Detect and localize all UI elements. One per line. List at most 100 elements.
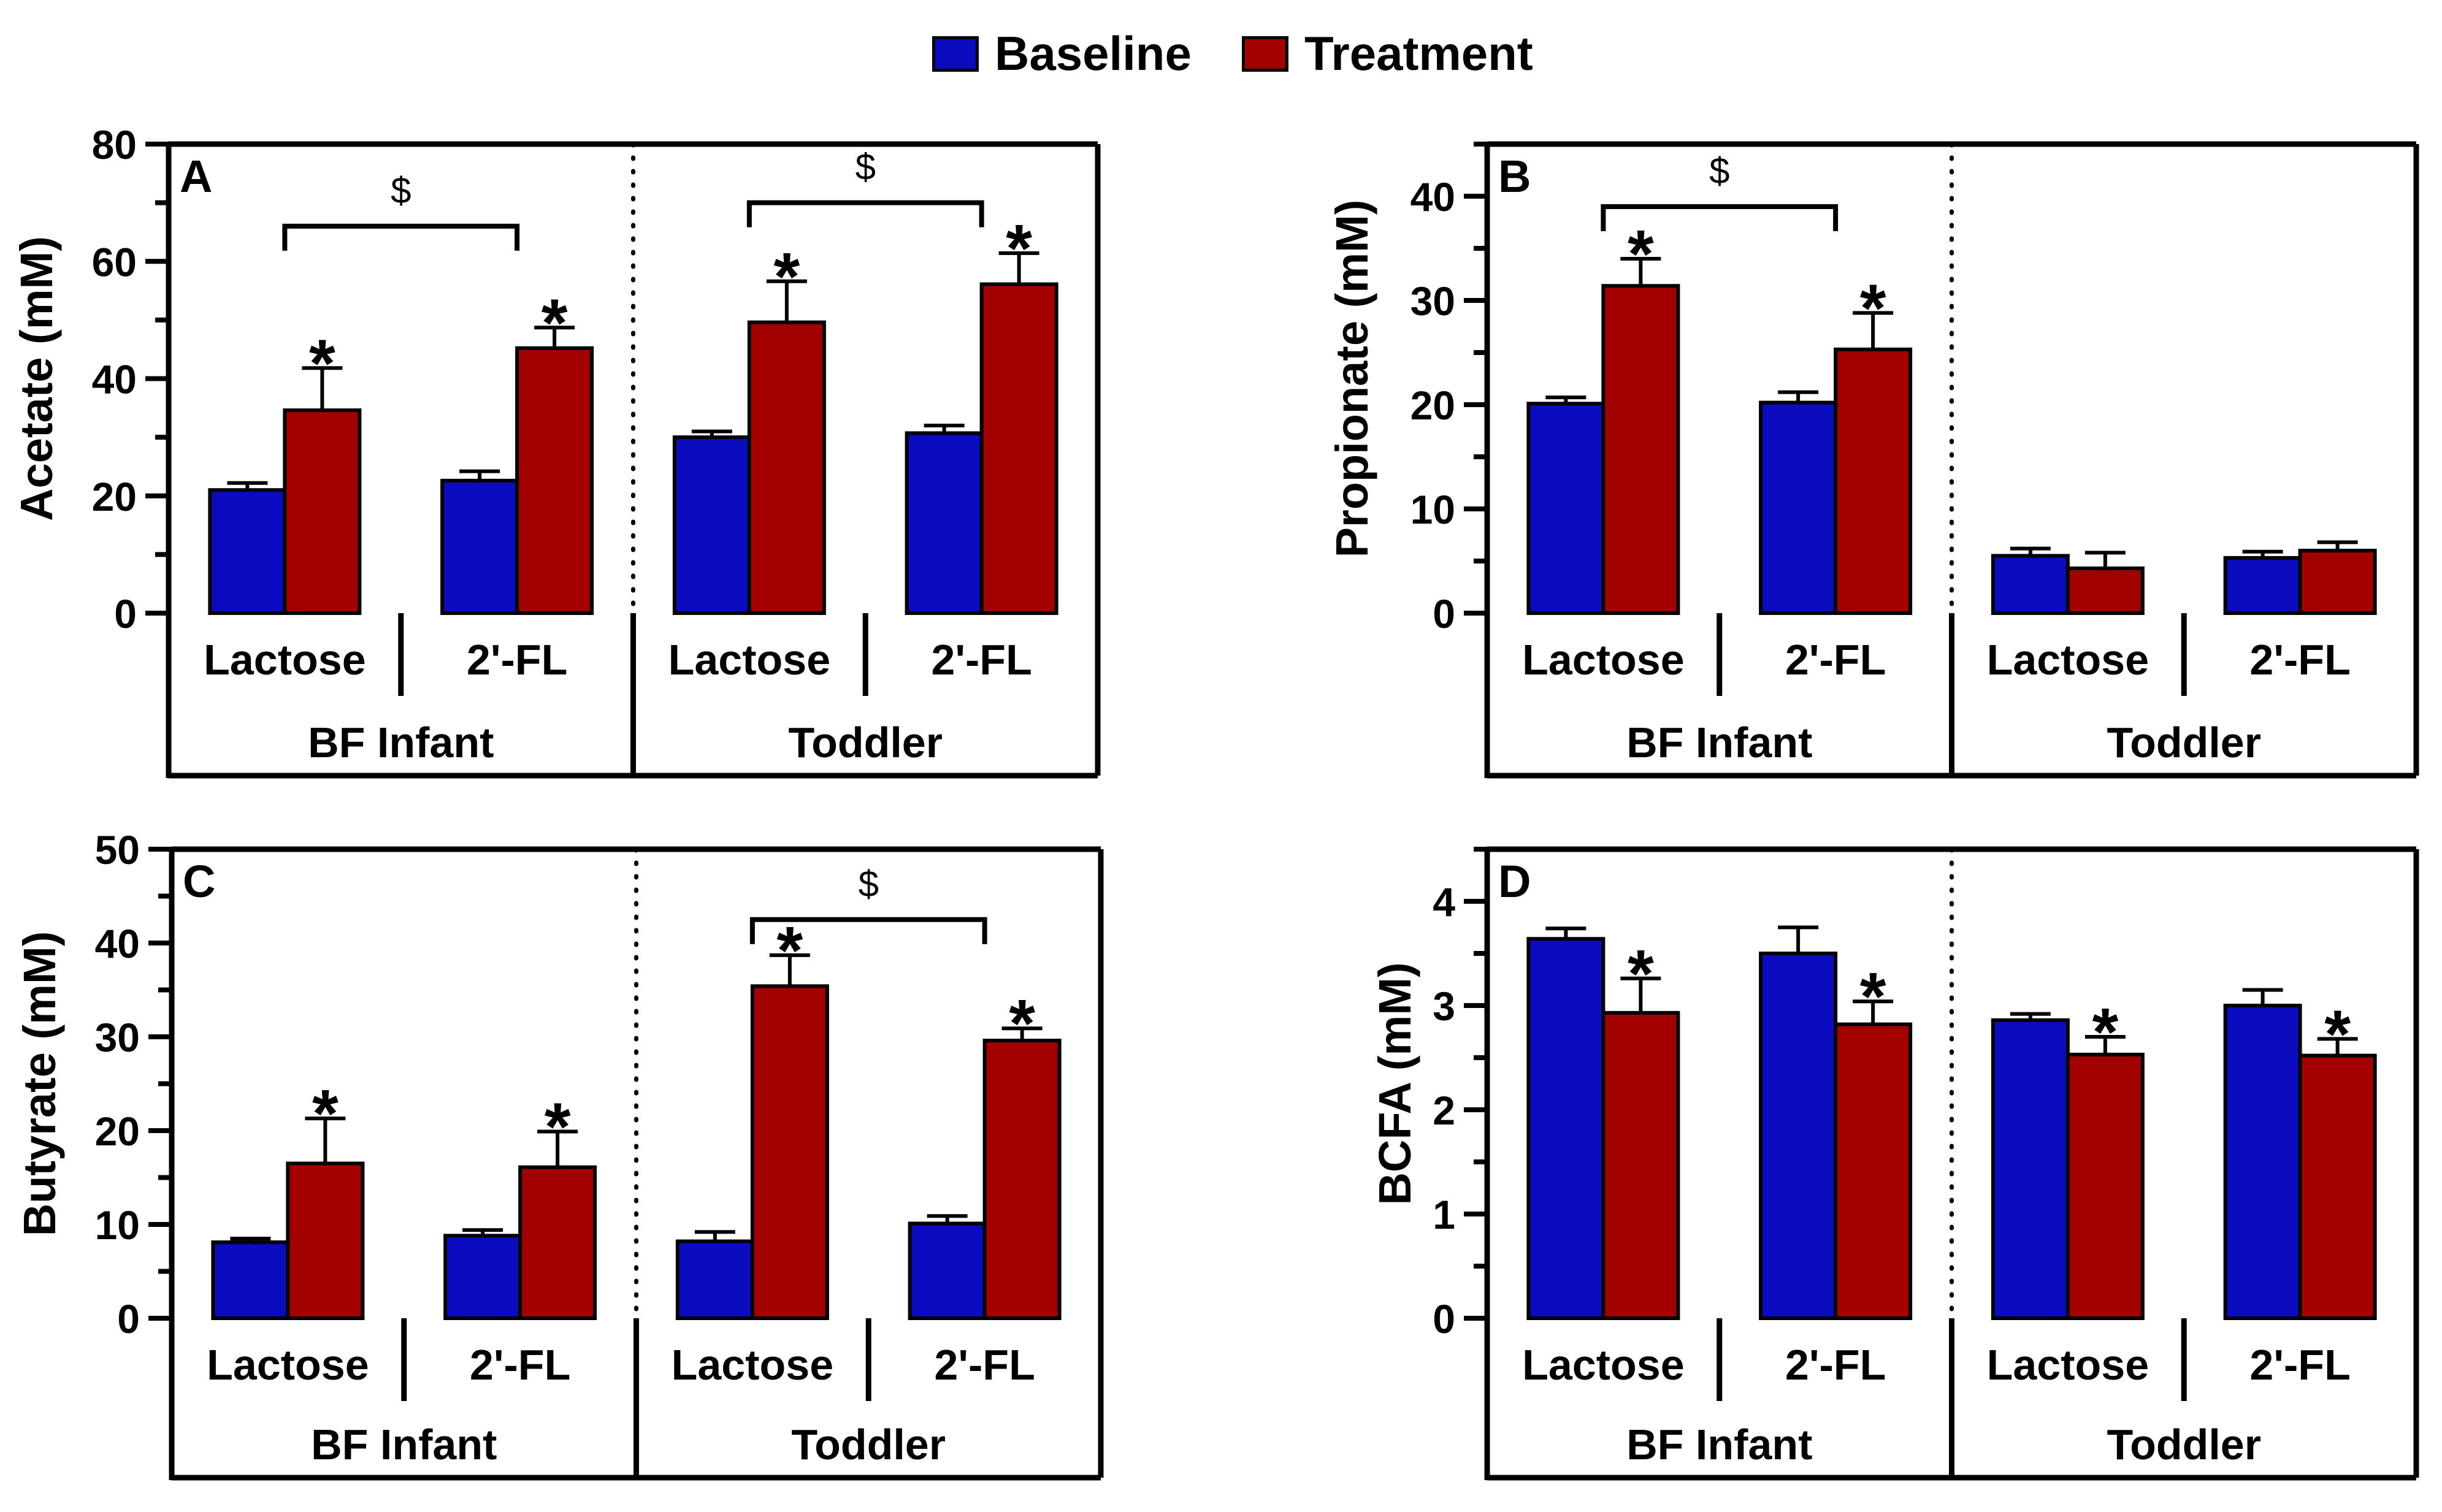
y-tick-label: 0 xyxy=(117,1296,140,1342)
significance-star: * xyxy=(1628,936,1654,1012)
comparison-bracket xyxy=(1601,204,1839,231)
group-label: BF Infant xyxy=(1626,1421,1812,1468)
y-tick-label: 0 xyxy=(1433,1296,1455,1342)
comparison-bracket xyxy=(282,223,520,251)
y-tick-label: 80 xyxy=(92,122,137,167)
panel-c: 0 10 20 30 40 50 Butyrate (mM) C Lactose 2'-FL Lac… xyxy=(14,827,1104,1481)
y-tick-label: 10 xyxy=(1410,487,1455,532)
legend-item-baseline: Baseline xyxy=(932,26,1192,82)
group-label: Toddler xyxy=(792,1421,946,1468)
bar-baseline xyxy=(2223,1004,2302,1320)
category-label: Lactose xyxy=(668,636,831,684)
bar-treatment xyxy=(283,408,362,615)
bar-treatment xyxy=(286,1161,365,1321)
y-tick-label: 20 xyxy=(92,474,137,519)
group-label: BF Infant xyxy=(311,1421,497,1468)
significance-star: * xyxy=(773,239,800,315)
y-tick-label: 0 xyxy=(114,591,137,636)
significance-star: * xyxy=(2324,996,2351,1072)
category-label: Lactose xyxy=(204,636,366,684)
y-tick-label: 20 xyxy=(1410,383,1455,428)
bar-treatment xyxy=(750,984,829,1320)
comparison-bracket-label: $ xyxy=(855,147,876,188)
legend-label-treatment: Treatment xyxy=(1304,26,1533,80)
category-label: Lactose xyxy=(1522,1341,1685,1389)
y-tick-label: 30 xyxy=(95,1015,140,1060)
bar-treatment xyxy=(1834,1022,1913,1320)
panel-letter: C xyxy=(183,856,215,907)
bar-baseline xyxy=(2223,556,2302,616)
bar-baseline xyxy=(440,478,519,616)
bar-baseline xyxy=(1526,402,1606,615)
y-axis-title: Acetate (mM) xyxy=(11,236,62,521)
bar-treatment xyxy=(515,346,594,616)
category-label: 2'-FL xyxy=(2249,1341,2350,1389)
y-tick-label: 0 xyxy=(1433,591,1455,636)
bar-treatment xyxy=(1601,284,1680,615)
category-label: 2'-FL xyxy=(467,636,567,684)
panel-letter: B xyxy=(1498,151,1531,202)
y-tick-label: 20 xyxy=(95,1109,140,1154)
category-label: Lactose xyxy=(672,1341,834,1389)
category-label: 2'-FL xyxy=(1785,636,1886,684)
bar-treatment xyxy=(979,282,1058,615)
group-label: Toddler xyxy=(2107,1421,2261,1468)
category-label: 2'-FL xyxy=(931,636,1032,684)
bar-baseline xyxy=(1759,400,1838,615)
panel-letter: D xyxy=(1498,856,1531,907)
panel-a: 0 20 40 60 80 Acetate (mM) A Lactose 2'-FL Lactos… xyxy=(11,122,1101,779)
y-tick-label: 30 xyxy=(1410,278,1455,324)
y-tick-label: 40 xyxy=(92,357,137,402)
y-axis-title: Propionate (mM) xyxy=(1326,200,1377,558)
bar-treatment xyxy=(1601,1010,1680,1321)
bar-treatment xyxy=(518,1165,597,1321)
legend-item-treatment: Treatment xyxy=(1242,26,1533,82)
bar-treatment xyxy=(2065,1052,2145,1321)
legend-label-baseline: Baseline xyxy=(995,26,1192,80)
category-label: Lactose xyxy=(1522,636,1685,684)
bar-baseline xyxy=(443,1234,522,1320)
bar-baseline xyxy=(905,431,984,616)
bar-baseline xyxy=(908,1221,987,1320)
significance-star: * xyxy=(309,326,335,401)
y-tick-label: 2 xyxy=(1433,1088,1455,1133)
bar-baseline xyxy=(211,1240,290,1320)
y-tick-label: 3 xyxy=(1433,983,1455,1029)
category-label: 2'-FL xyxy=(2249,636,2350,684)
significance-star: * xyxy=(542,285,568,361)
bar-treatment xyxy=(2298,549,2377,615)
significance-star: * xyxy=(1006,211,1032,286)
y-tick-label: 10 xyxy=(95,1202,140,1248)
bar-baseline xyxy=(1526,937,1606,1320)
chart-legend: Baseline Treatment xyxy=(0,0,2442,104)
legend-swatch-treatment xyxy=(1242,36,1288,72)
category-label: 2'-FL xyxy=(1785,1341,1886,1389)
significance-star: * xyxy=(776,913,803,988)
group-label: BF Infant xyxy=(1626,719,1812,766)
comparison-bracket-label: $ xyxy=(391,170,411,211)
category-label: Lactose xyxy=(207,1341,369,1389)
y-tick-label: 40 xyxy=(95,921,140,966)
bar-treatment xyxy=(1834,347,1913,616)
significance-star: * xyxy=(312,1076,339,1151)
y-tick-label: 50 xyxy=(95,827,140,872)
panel-b: 0 10 20 30 40 Propionate (mM) B Lactose 2'-FL Lac… xyxy=(1326,141,2419,779)
category-label: Lactose xyxy=(1987,1341,2149,1389)
comparison-bracket-label: $ xyxy=(859,863,879,904)
bar-treatment xyxy=(2298,1053,2377,1320)
significance-star: * xyxy=(1860,959,1886,1034)
comparison-bracket-label: $ xyxy=(1709,150,1729,191)
bar-baseline xyxy=(675,1239,754,1321)
bar-treatment xyxy=(747,320,826,615)
y-tick-label: 4 xyxy=(1433,879,1455,925)
bar-baseline xyxy=(208,488,287,615)
y-axis-title: Butyrate (mM) xyxy=(14,931,65,1236)
bar-treatment xyxy=(982,1039,1062,1320)
category-label: 2'-FL xyxy=(470,1341,570,1389)
bar-baseline xyxy=(1991,554,2070,615)
significance-star: * xyxy=(1628,216,1654,292)
y-tick-label: 1 xyxy=(1433,1192,1455,1237)
panel-letter: A xyxy=(180,151,212,202)
significance-star: * xyxy=(1009,986,1035,1061)
